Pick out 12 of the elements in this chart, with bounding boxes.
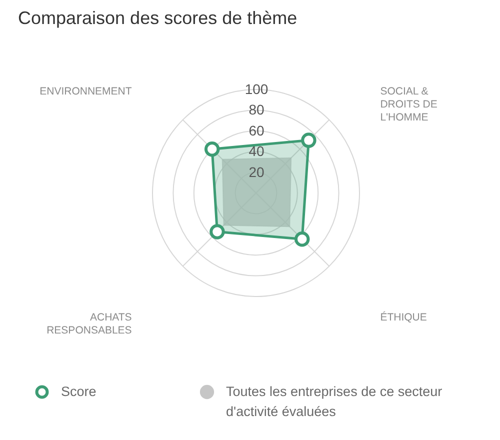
spoke-label: SOCIAL & DROITS DE L'HOMME <box>380 86 438 124</box>
y-tick-label: 40 <box>248 143 264 160</box>
legend-label: Score <box>61 384 96 399</box>
spoke-label: ENVIRONNEMENT <box>40 86 132 98</box>
legend-label: Toutes les entreprises de ce secteur d'activité évaluées <box>226 384 443 419</box>
y-tick-label: 20 <box>248 164 264 180</box>
y-tick-label: 100 <box>244 81 268 97</box>
y-tick-label: 80 <box>248 102 264 118</box>
spoke-label: ÉTHIQUE <box>380 310 427 324</box>
spoke-label: ACHATS RESPONSABLES <box>46 311 132 336</box>
chart-title: Comparaison des scores de thème <box>18 8 298 28</box>
y-tick-label: 60 <box>248 122 264 138</box>
